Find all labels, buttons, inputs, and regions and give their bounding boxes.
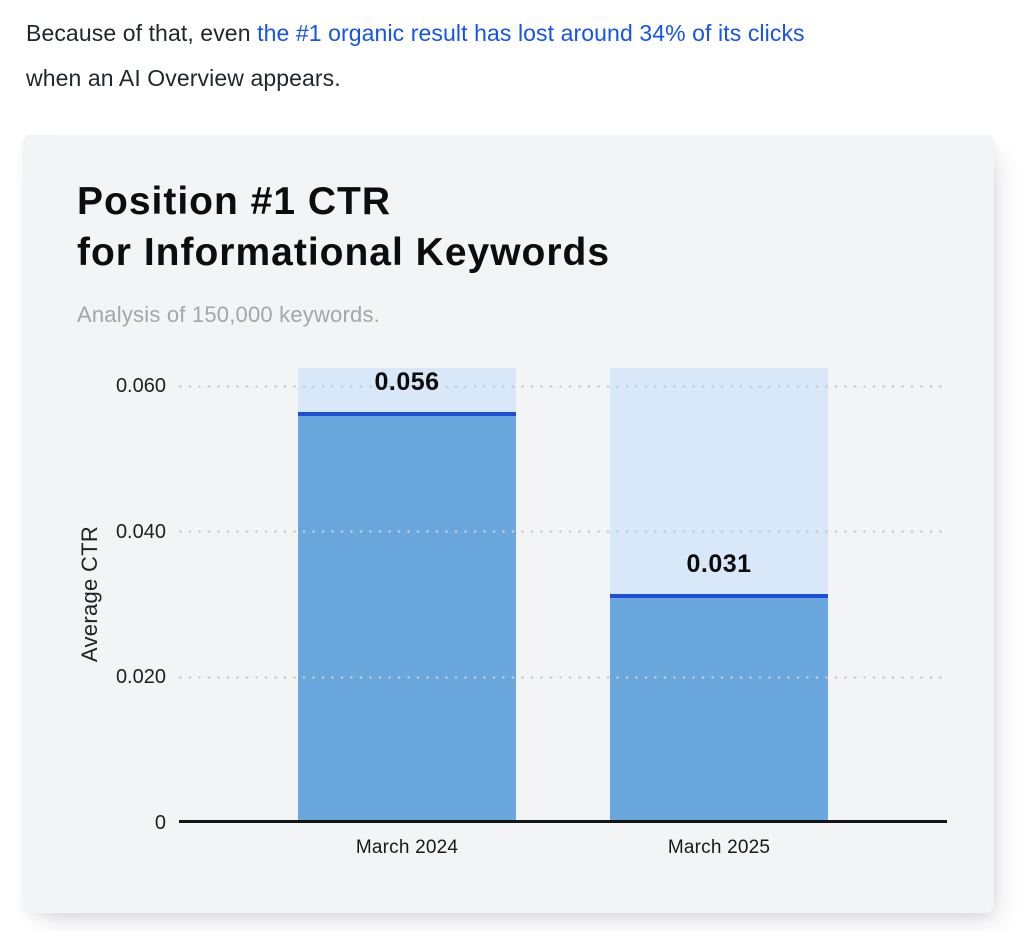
x-tick-label: March 2024 bbox=[355, 837, 459, 858]
bar-value-label: 0.031 bbox=[686, 550, 752, 579]
chart-title-line2: for Informational Keywords bbox=[77, 231, 611, 274]
intro-paragraph: Because of that, even the #1 organic res… bbox=[26, 11, 1001, 101]
chart-subtitle: Analysis of 150,000 keywords. bbox=[77, 302, 380, 327]
x-tick-label: March 2025 bbox=[667, 837, 771, 858]
bar-group: 0.056 March 2024 bbox=[298, 368, 516, 858]
chart-card: Position #1 CTR for Informational Keyword… bbox=[23, 135, 994, 913]
y-tick-label: 0.020 bbox=[115, 666, 166, 689]
y-axis-title: Average CTR bbox=[77, 525, 102, 663]
ctr-loss-link[interactable]: the #1 organic result has lost around 34… bbox=[257, 20, 805, 46]
gridline bbox=[179, 530, 947, 534]
bar-value-label: 0.056 bbox=[374, 368, 440, 397]
gridline bbox=[179, 384, 947, 388]
chart-title-line1: Position #1 CTR bbox=[77, 180, 392, 223]
y-tick-label: 0.060 bbox=[115, 375, 166, 398]
intro-text-suffix: when an AI Overview appears. bbox=[26, 65, 341, 91]
bar-fill bbox=[610, 594, 828, 820]
y-tick-label: 0 bbox=[154, 812, 166, 834]
plot-area: Average CTR 0 0.020 0.040 0.060 0.056 March 2… bbox=[77, 368, 947, 858]
chart-title: Position #1 CTR for Informational Keyword… bbox=[77, 176, 610, 278]
gridline bbox=[179, 675, 947, 679]
bar-group: 0.031 March 2025 bbox=[610, 368, 828, 858]
y-tick-label: 0.040 bbox=[115, 520, 166, 543]
bar-fill bbox=[298, 412, 516, 820]
intro-text-prefix: Because of that, even bbox=[26, 20, 258, 46]
